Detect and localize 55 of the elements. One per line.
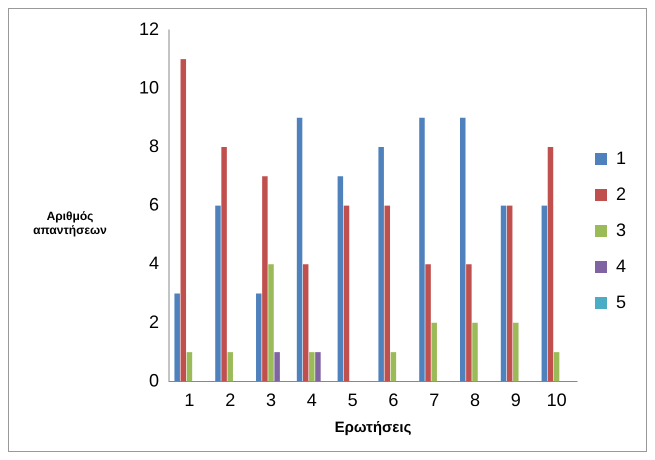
x-tick-label: 5 (348, 390, 358, 410)
y-tick-label: 12 (138, 18, 160, 39)
bar (315, 352, 321, 382)
bar (390, 352, 396, 382)
bar (186, 352, 192, 382)
bar (174, 294, 180, 382)
bar (554, 352, 560, 382)
x-tick-label: 4 (306, 390, 317, 410)
y-axis-title: Αριθμός απαντήσεων (32, 209, 108, 237)
y-tick-label: 2 (149, 312, 160, 332)
y-tick-label: 6 (149, 194, 160, 215)
bar (302, 264, 308, 382)
x-tick-label: 8 (470, 390, 480, 410)
bar (274, 352, 280, 382)
bar (513, 322, 519, 382)
legend-label: 4 (616, 256, 626, 276)
bar (227, 352, 233, 382)
legend-label: 1 (616, 148, 626, 168)
bar (378, 147, 384, 382)
y-tick-label: 8 (149, 136, 160, 156)
bar (466, 264, 472, 382)
bar (506, 206, 512, 382)
y-tick-label: 4 (149, 253, 160, 274)
bar (384, 206, 390, 382)
x-tick-label: 7 (429, 390, 440, 410)
bar (215, 206, 221, 382)
bar (256, 294, 262, 382)
bar (180, 59, 186, 382)
x-tick-label: 6 (388, 390, 398, 410)
bar (338, 176, 344, 382)
bar (296, 118, 302, 382)
x-tick-label: 9 (510, 390, 521, 410)
bar (542, 206, 548, 382)
x-tick-label: 10 (546, 390, 567, 410)
bar (425, 264, 431, 382)
x-tick-label: 3 (266, 390, 276, 410)
legend-label: 2 (616, 184, 626, 204)
bar (460, 118, 466, 382)
bar (309, 352, 315, 382)
bar (344, 206, 350, 382)
bar (262, 176, 268, 382)
bar (472, 322, 478, 382)
bar (419, 118, 425, 382)
bar (431, 322, 437, 382)
x-axis-title: Ερωτήσεις (334, 419, 412, 436)
x-tick-label: 1 (184, 390, 194, 410)
bar (221, 147, 227, 382)
legend-label: 3 (616, 220, 626, 240)
legend-label: 5 (616, 292, 626, 312)
y-tick-label: 10 (138, 77, 160, 98)
y-tick-label: 0 (149, 370, 160, 390)
bar (500, 206, 506, 382)
bar (548, 147, 554, 382)
bar (268, 264, 274, 382)
x-tick-label: 2 (225, 390, 236, 410)
